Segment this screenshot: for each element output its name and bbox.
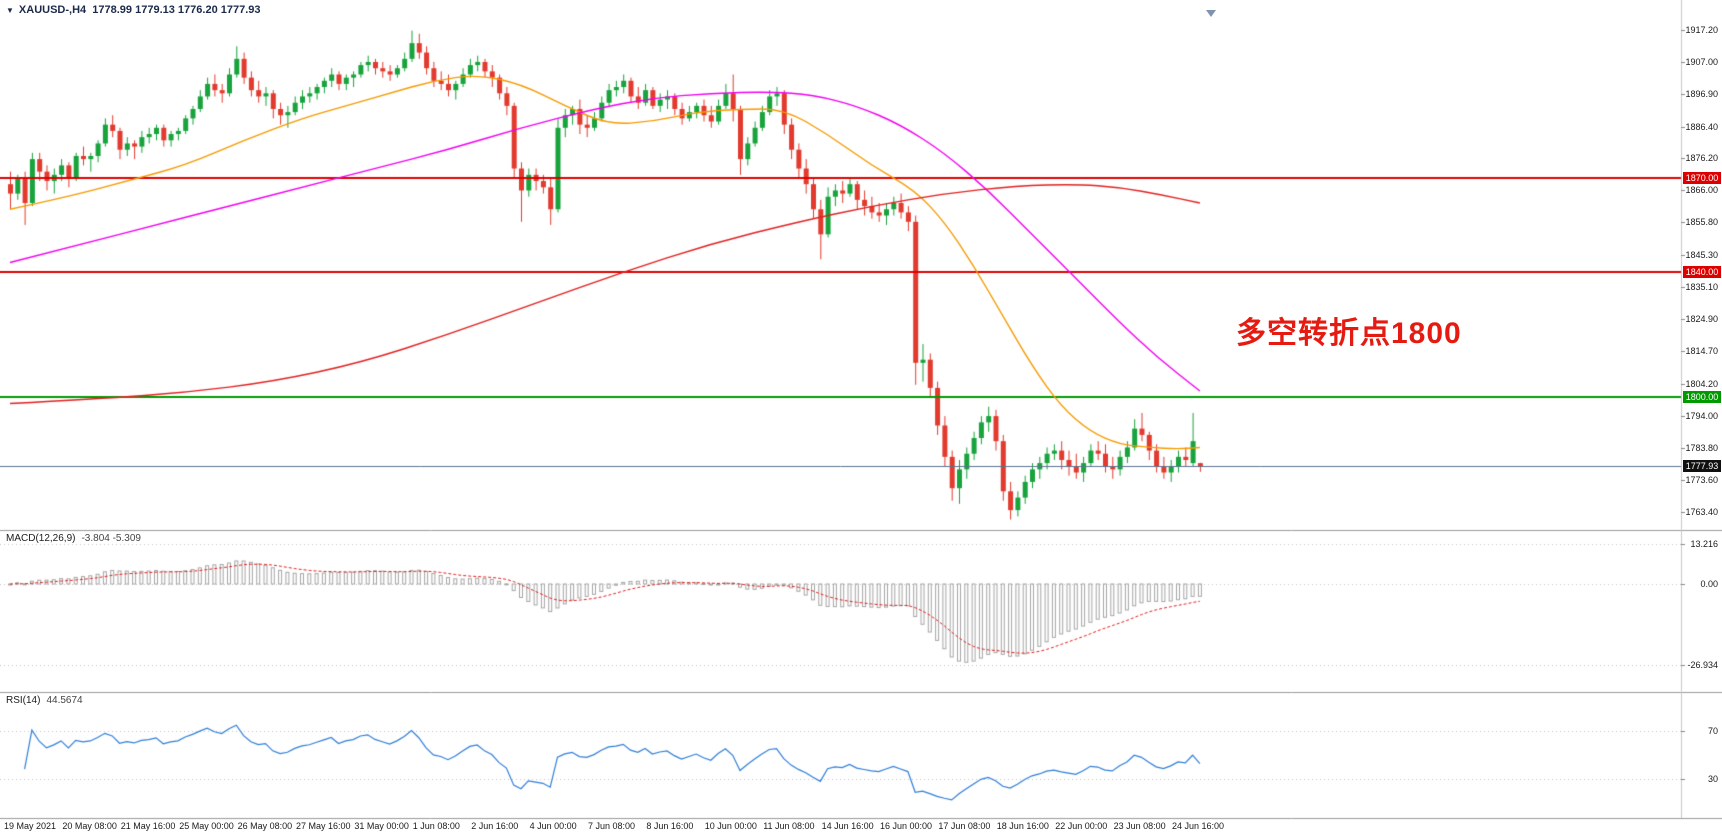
trading-chart-window: ▼ XAUUSD-,H4 1778.99 1779.13 1776.20 1777…: [0, 0, 1722, 838]
price-chart-canvas[interactable]: [0, 0, 1722, 838]
